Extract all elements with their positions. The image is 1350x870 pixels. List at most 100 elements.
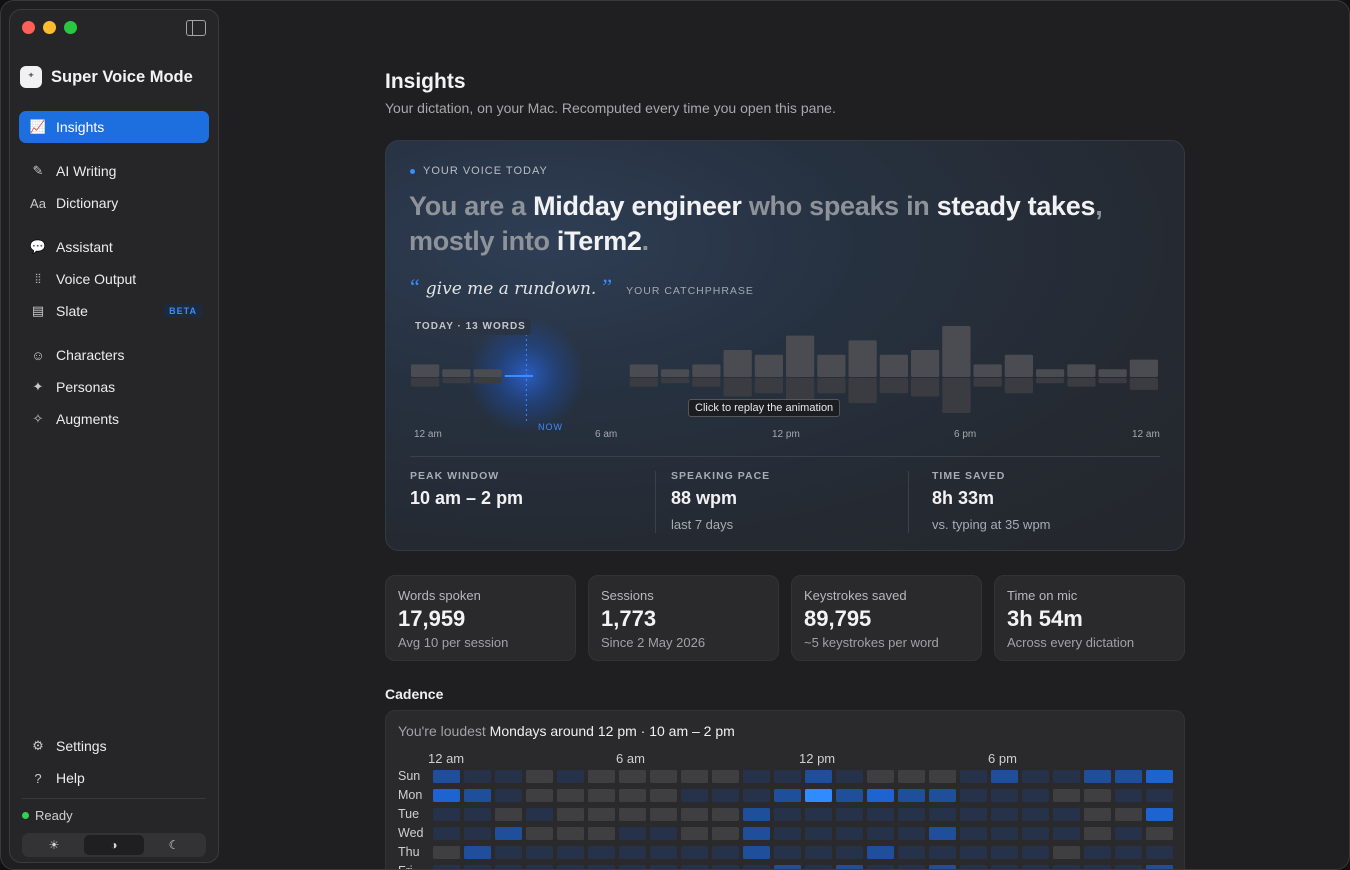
page-subtitle: Your dictation, on your Mac. Recomputed … [385, 100, 836, 116]
metric-card-sub: Avg 10 per session [398, 635, 509, 650]
hour-bar-reflection [1129, 378, 1158, 390]
zoom-window-button[interactable] [64, 21, 77, 34]
heatmap-cell [681, 827, 708, 840]
chart-line-icon: 📈 [29, 119, 47, 134]
status-text: Ready [35, 808, 73, 823]
now-marker-label: NOW [538, 422, 563, 432]
heatmap-cell [588, 808, 615, 821]
metric-card: Time on mic 3h 54m Across every dictation [994, 575, 1185, 661]
dictionary-icon: Aa [30, 195, 46, 211]
heatmap-day-label: Tue [398, 807, 420, 821]
sidebar-item-slate[interactable]: ▤ Slate BETA [19, 295, 209, 327]
open-quote-icon: “ [410, 274, 420, 299]
heatmap-cell [495, 789, 522, 802]
heatmap-cell [805, 827, 832, 840]
hourly-x-tick: 12 am [414, 429, 442, 440]
metric-card: Sessions 1,773 Since 2 May 2026 [588, 575, 779, 661]
sidebar-item-personas[interactable]: ✦ Personas [19, 371, 209, 403]
heatmap-cell [1146, 808, 1173, 821]
heatmap-cell [774, 808, 801, 821]
hour-bar-reflection [692, 378, 721, 387]
cadence-heatmap[interactable] [386, 711, 1186, 870]
sidebar-item-augments[interactable]: ✧ Augments [19, 403, 209, 435]
contrast-icon[interactable]: ◑ [84, 835, 144, 855]
sidebar-item-settings[interactable]: ⚙ Settings [19, 730, 209, 762]
metric-card-sub: Since 2 May 2026 [601, 635, 706, 650]
sidebar-item-characters[interactable]: ☺ Characters [19, 339, 209, 371]
hero-stat-value: 10 am – 2 pm [410, 488, 524, 508]
gear-icon: ⚙ [32, 738, 44, 753]
hero-eyebrow-text: YOUR VOICE TODAY [423, 165, 548, 177]
sidebar-nav: 📈 Insights ✎ AI Writing Aa Dictionary 💬 Assista… [19, 111, 209, 447]
metric-card-value: 17,959 [398, 606, 466, 631]
heatmap-cell [991, 846, 1018, 859]
hour-bar [411, 364, 440, 377]
sidebar-item-assistant[interactable]: 💬 Assistant [19, 231, 209, 263]
catchphrase-label: YOUR CATCHPHRASE [626, 285, 754, 297]
heatmap-cell [1084, 808, 1111, 821]
heatmap-cell [867, 808, 894, 821]
heatmap-day-label: Sun [398, 769, 421, 783]
sidebar-group: 💬 Assistant ⦙⦙ Voice Output ▤ Slate BETA [19, 231, 209, 327]
sidebar-item-help[interactable]: ? Help [19, 762, 209, 794]
hour-bar-reflection [1036, 378, 1065, 384]
stat-divider [908, 471, 909, 533]
heatmap-day-label: Fri [398, 864, 413, 869]
heatmap-cell [929, 770, 956, 783]
hero-headline: You are a Midday engineer who speaks in … [409, 189, 1129, 259]
heatmap-cell [991, 827, 1018, 840]
hour-bar-reflection [411, 378, 440, 387]
sidebar-item-insights[interactable]: 📈 Insights [19, 111, 209, 143]
magic-wand-icon: ✧ [32, 411, 44, 426]
heatmap-cell [929, 846, 956, 859]
hero-stat: SPEAKING PACE 88 wpm last 7 days [671, 470, 770, 532]
help-circle-icon: ? [34, 770, 42, 786]
sidebar-item-voice-output[interactable]: ⦙⦙ Voice Output [19, 263, 209, 295]
heatmap-cell [588, 827, 615, 840]
hero-stat-sub: last 7 days [671, 517, 734, 532]
hourly-activity-chart[interactable] [386, 141, 1185, 441]
heatmap-cell [557, 770, 584, 783]
metric-card-label: Time on mic [1007, 588, 1078, 603]
heatmap-cell [774, 846, 801, 859]
sidebar-item-label: Dictionary [56, 195, 119, 211]
heatmap-cell [495, 846, 522, 859]
heatmap-cell [1115, 789, 1142, 802]
voice-today-card[interactable]: YOUR VOICE TODAY You are a Midday engine… [385, 140, 1185, 551]
sidebar: ⁺ Super Voice Mode 📈 Insights ✎ AI Writing A… [9, 9, 219, 863]
hour-bar [848, 340, 877, 377]
hour-bar-reflection [473, 378, 502, 384]
heatmap-cell [1022, 789, 1049, 802]
hour-bar-reflection [911, 378, 940, 397]
sidebar-group: ✎ AI Writing Aa Dictionary [19, 155, 209, 219]
heatmap-cell [1084, 865, 1111, 869]
headline-fragment: You are a [409, 191, 534, 221]
sidebar-item-dictionary[interactable]: Aa Dictionary [19, 187, 209, 219]
sun-icon[interactable]: ☀ [48, 838, 60, 852]
app-brand: ⁺ Super Voice Mode [20, 66, 193, 88]
heatmap-cell [464, 865, 491, 869]
heatmap-cell [836, 789, 863, 802]
hero-divider [410, 456, 1160, 457]
heatmap-x-tick: 12 pm [799, 751, 836, 766]
heatmap-cell [898, 789, 925, 802]
heatmap-cell [557, 846, 584, 859]
close-window-button[interactable] [22, 21, 35, 34]
heatmap-cell [433, 789, 460, 802]
heatmap-cell [557, 808, 584, 821]
hourly-x-tick: 6 am [595, 429, 618, 440]
sidebar-item-label: Voice Output [56, 271, 137, 287]
sidebar-toggle-icon[interactable] [186, 20, 206, 36]
moon-icon[interactable]: ☾ [168, 838, 180, 852]
heatmap-cell [836, 770, 863, 783]
heatmap-cell [619, 789, 646, 802]
heatmap-cell [898, 770, 925, 783]
heatmap-cell [1115, 770, 1142, 783]
heatmap-cell [495, 865, 522, 869]
heatmap-cell [960, 808, 987, 821]
minimize-window-button[interactable] [43, 21, 56, 34]
page-title: Insights [385, 70, 466, 93]
sidebar-item-label: Settings [56, 738, 107, 754]
cadence-summary-muted: You're loudest [398, 723, 490, 739]
sidebar-item-ai-writing[interactable]: ✎ AI Writing [19, 155, 209, 187]
